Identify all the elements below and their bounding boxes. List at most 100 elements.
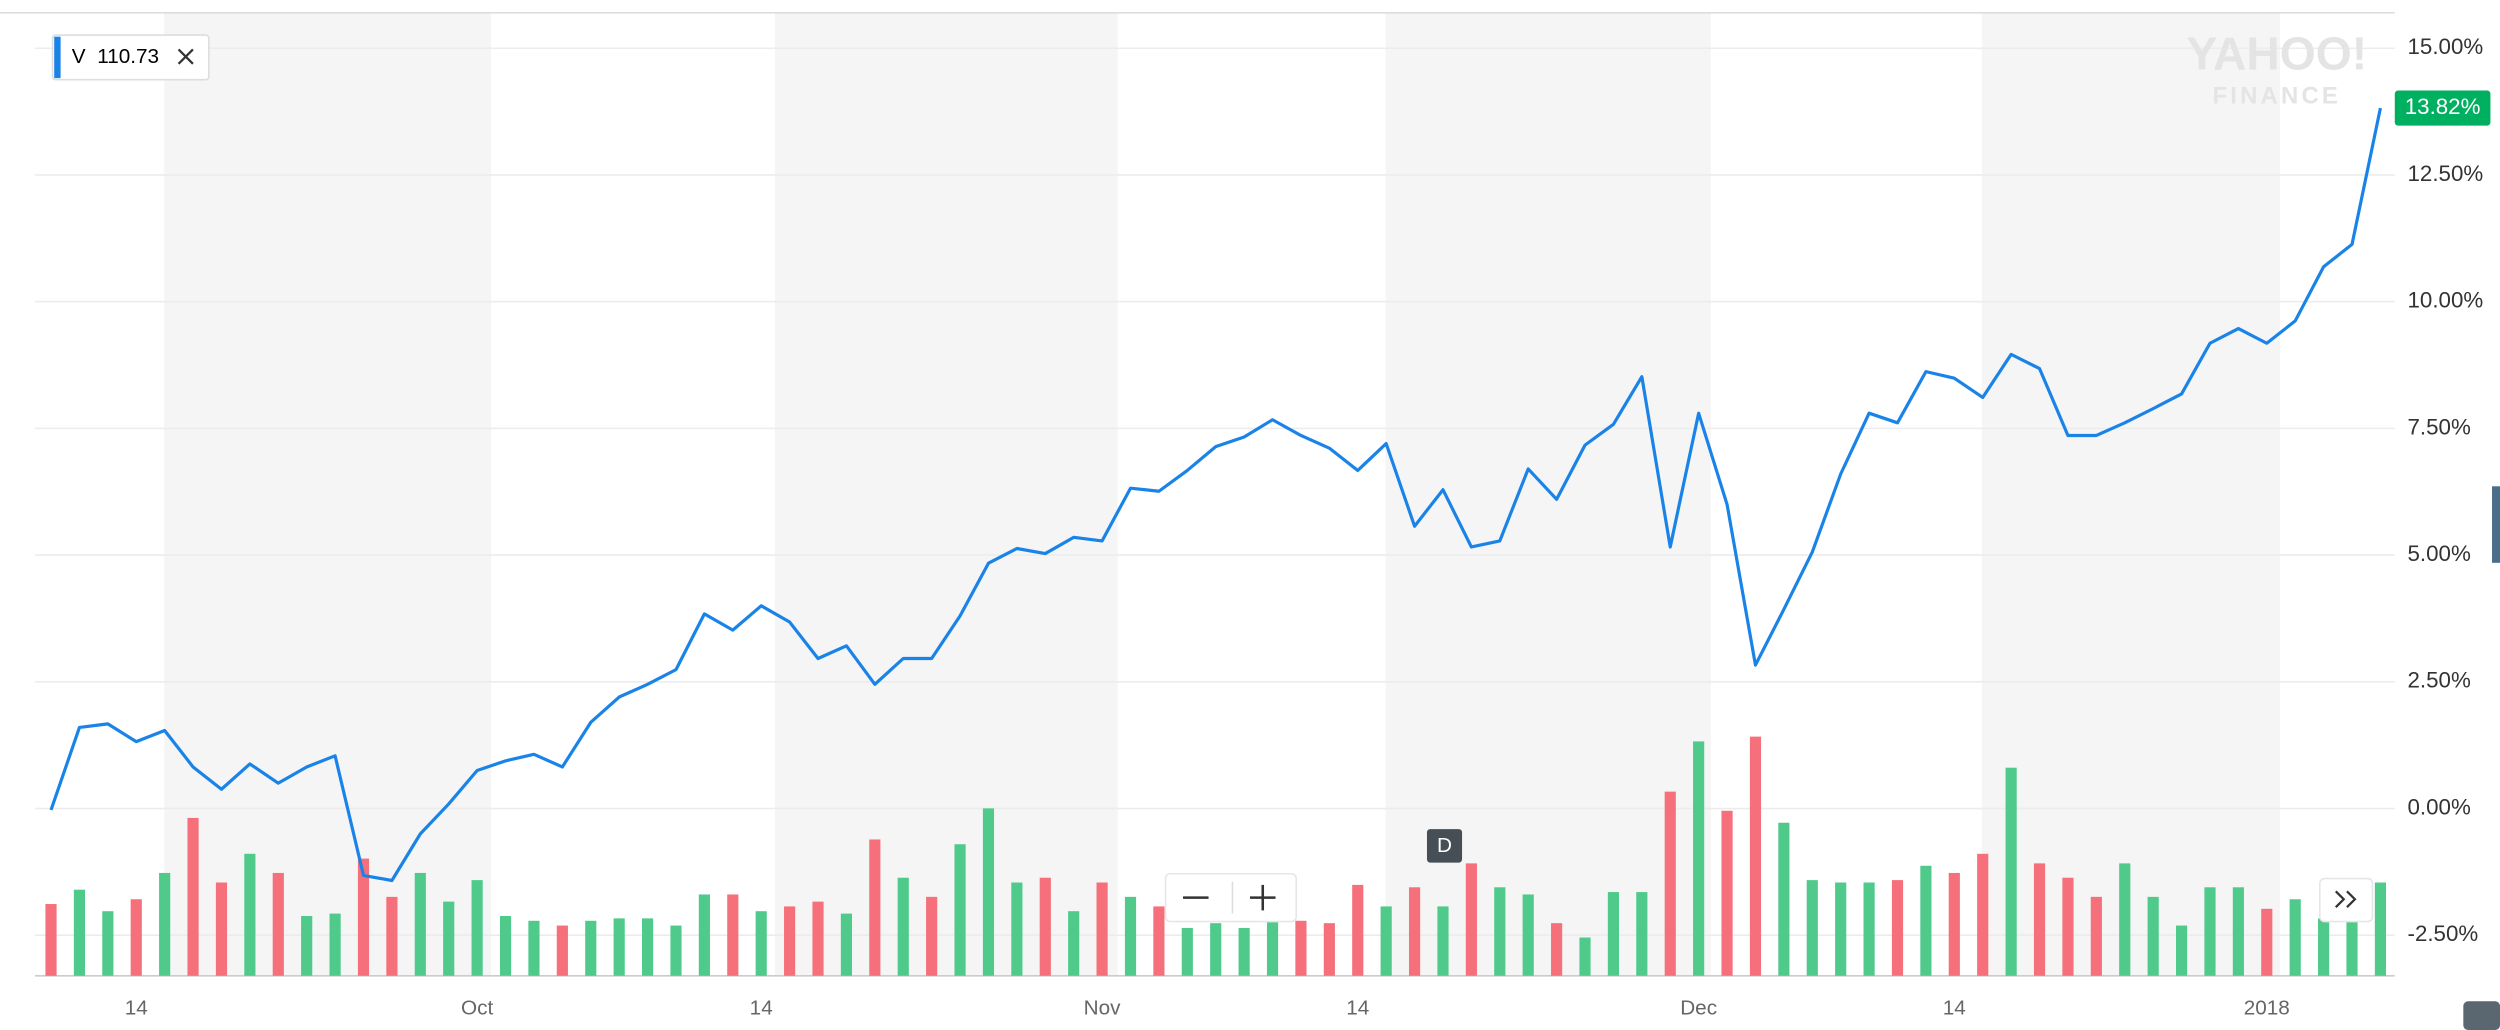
volume-bar [1977, 853, 1989, 976]
corner-button[interactable] [2463, 1001, 2500, 1030]
volume-bar [897, 877, 909, 976]
volume-bar [926, 896, 938, 976]
scroll-icon [2334, 890, 2357, 909]
volume-bar [130, 899, 142, 976]
x-tick-label: 14 [125, 997, 148, 1020]
volume-bar [215, 882, 228, 976]
x-tick-label: Nov [1084, 997, 1121, 1020]
legend[interactable]: V 110.73 [51, 34, 210, 81]
volume-bar [2033, 863, 2046, 976]
volume-bar [1295, 920, 1307, 976]
volume-bar [2346, 915, 2358, 976]
volume-bar [1323, 923, 1335, 976]
price-line [49, 107, 2382, 883]
volume-bar [2175, 925, 2188, 976]
volume-bar [1011, 882, 1023, 976]
line-layer: 13.82% [49, 90, 2491, 883]
volume-bar [1181, 927, 1193, 976]
volume-bars [45, 736, 2387, 976]
volume-bar [982, 808, 995, 976]
volume-bar [1721, 810, 1733, 976]
volume-bar [2147, 896, 2159, 976]
volume-bar [499, 915, 512, 976]
x-tick-label: 14 [1943, 997, 1966, 1020]
volume-bar [1948, 872, 1960, 976]
event-flag[interactable]: D [1426, 829, 1463, 863]
volume-bar [1352, 884, 1364, 976]
volume-bar [1551, 923, 1563, 976]
volume-bar [1210, 923, 1222, 976]
x-tick-label: 14 [750, 997, 773, 1020]
volume-bar [1380, 906, 1392, 976]
volume-bar [329, 913, 341, 976]
volume-bar [45, 904, 57, 976]
period-bands [164, 12, 2280, 976]
volume-bar [102, 911, 114, 976]
x-tick-label: Oct [461, 997, 493, 1020]
volume-bar [528, 920, 540, 976]
volume-bar [698, 894, 710, 976]
last-value-label: 13.82% [2405, 94, 2481, 119]
flag-box [1426, 829, 1463, 863]
legend-symbol: V [72, 45, 86, 68]
scroll-forward[interactable] [2319, 877, 2374, 923]
zoom-controls [1164, 872, 1298, 923]
volume-bar [1835, 882, 1847, 976]
volume-bar [1494, 887, 1506, 976]
volume-bar [1607, 892, 1620, 976]
flag-label: D [1437, 834, 1452, 857]
volume-bar [2062, 877, 2074, 976]
volume-bar [2090, 896, 2102, 976]
watermark: FINANCE [2212, 83, 2341, 110]
legend-close[interactable] [177, 48, 194, 65]
volume-bar [641, 918, 654, 976]
volume-bar [1266, 915, 1279, 976]
volume-bar [954, 844, 966, 976]
volume-bar [1636, 892, 1648, 976]
volume-bar [585, 920, 597, 976]
volume-bar [159, 872, 171, 976]
volume-bar [443, 901, 455, 976]
volume-bar [272, 872, 284, 976]
close-stroke [177, 48, 194, 65]
y-tick-label: 10.00% [2408, 288, 2484, 313]
volume-bar [1806, 880, 1818, 976]
volume-bar [2119, 863, 2131, 976]
volume-bar [1778, 822, 1790, 976]
volume-bar [1693, 741, 1705, 976]
volume-bar [2261, 908, 2273, 976]
x-tick-label: 14 [1346, 997, 1369, 1020]
side-handle[interactable] [2492, 486, 2500, 563]
volume-bar [1579, 937, 1591, 976]
volume-bar [414, 872, 426, 976]
volume-bar [1891, 880, 1904, 976]
band [774, 12, 1118, 976]
y-tick-label: 0.00% [2408, 794, 2471, 819]
zoom-in[interactable] [1250, 884, 1276, 911]
volume-bar [755, 911, 767, 976]
x-tick-label: 2018 [2244, 997, 2290, 1020]
volume-bar [784, 906, 796, 976]
volume-bar [1749, 736, 1762, 976]
volume-bar [1664, 791, 1676, 976]
volume-bar [613, 918, 625, 976]
volume-bar [1408, 887, 1421, 976]
volume-bar [1465, 863, 1477, 976]
volume-bar [2005, 767, 2017, 976]
legend-swatch [54, 36, 61, 79]
volume-bar [2204, 887, 2216, 976]
x-tick-label: Dec [1680, 997, 1717, 1020]
volume-bar [1437, 906, 1449, 976]
volume-bar [1096, 882, 1108, 976]
legend-box [51, 34, 210, 81]
volume-bar [187, 817, 199, 976]
volume-bar [840, 913, 853, 976]
volume-bar [386, 896, 398, 976]
y-tick-label: 15.00% [2408, 34, 2484, 59]
volume-bar [301, 915, 313, 976]
volume-bar [727, 894, 739, 976]
volume-bar [73, 889, 86, 976]
legend-price: 110.73 [97, 45, 159, 68]
volume-bar [357, 858, 370, 976]
